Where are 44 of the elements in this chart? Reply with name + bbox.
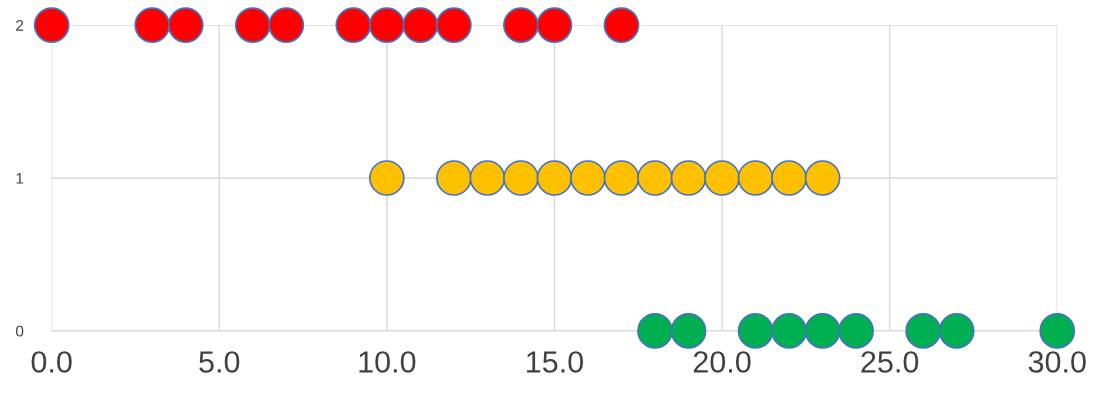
point	[503, 160, 539, 196]
point	[603, 160, 640, 196]
point	[737, 313, 774, 349]
y-tick-label: 2	[16, 19, 24, 31]
point	[268, 7, 305, 43]
point	[704, 160, 740, 196]
point	[369, 7, 405, 43]
point	[905, 313, 942, 349]
point	[369, 160, 405, 196]
point	[33, 7, 70, 43]
y-tick-label: 0	[15, 325, 24, 337]
point	[637, 160, 673, 196]
point	[804, 313, 841, 349]
point	[1039, 313, 1076, 349]
point	[637, 313, 673, 349]
x-tick-label: 15.0	[527, 351, 583, 373]
y-tick-label: 1	[16, 173, 24, 184]
point	[234, 7, 271, 43]
point	[603, 7, 640, 43]
point	[436, 160, 472, 196]
point	[436, 7, 472, 43]
x-tick-label: 20.0	[693, 351, 751, 373]
point	[771, 160, 807, 196]
point	[670, 313, 707, 349]
point	[737, 160, 774, 196]
x-tick-label: 25.0	[861, 351, 919, 373]
point	[402, 7, 439, 43]
point	[838, 313, 874, 349]
point	[938, 313, 975, 349]
point	[670, 160, 707, 196]
point	[536, 7, 573, 43]
point	[804, 160, 841, 196]
point	[167, 7, 204, 43]
x-tick-label: 0.0	[31, 351, 72, 373]
point	[469, 160, 506, 196]
point	[536, 160, 573, 196]
x-tick-label: 10.0	[359, 351, 416, 373]
point	[570, 160, 606, 196]
point	[771, 313, 807, 349]
point	[335, 7, 372, 43]
x-tick-label: 30.0	[1028, 351, 1086, 373]
x-tick-label: 5.0	[199, 351, 240, 373]
point	[503, 7, 539, 43]
point	[134, 7, 171, 43]
